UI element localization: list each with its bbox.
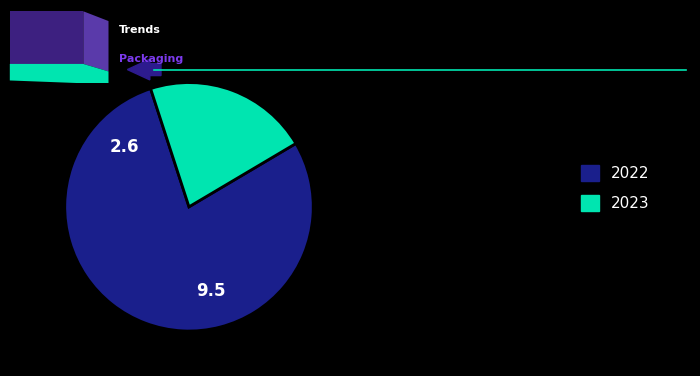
Polygon shape: [10, 11, 83, 64]
Legend: 2022, 2023: 2022, 2023: [573, 158, 657, 218]
Wedge shape: [65, 89, 313, 331]
FancyArrow shape: [127, 59, 161, 80]
Text: 9.5: 9.5: [197, 282, 226, 300]
Polygon shape: [10, 64, 108, 84]
Text: 2.6: 2.6: [110, 138, 139, 156]
Text: Trends: Trends: [119, 25, 161, 35]
Text: Packaging: Packaging: [119, 54, 183, 64]
Wedge shape: [150, 83, 296, 207]
Polygon shape: [83, 11, 108, 71]
